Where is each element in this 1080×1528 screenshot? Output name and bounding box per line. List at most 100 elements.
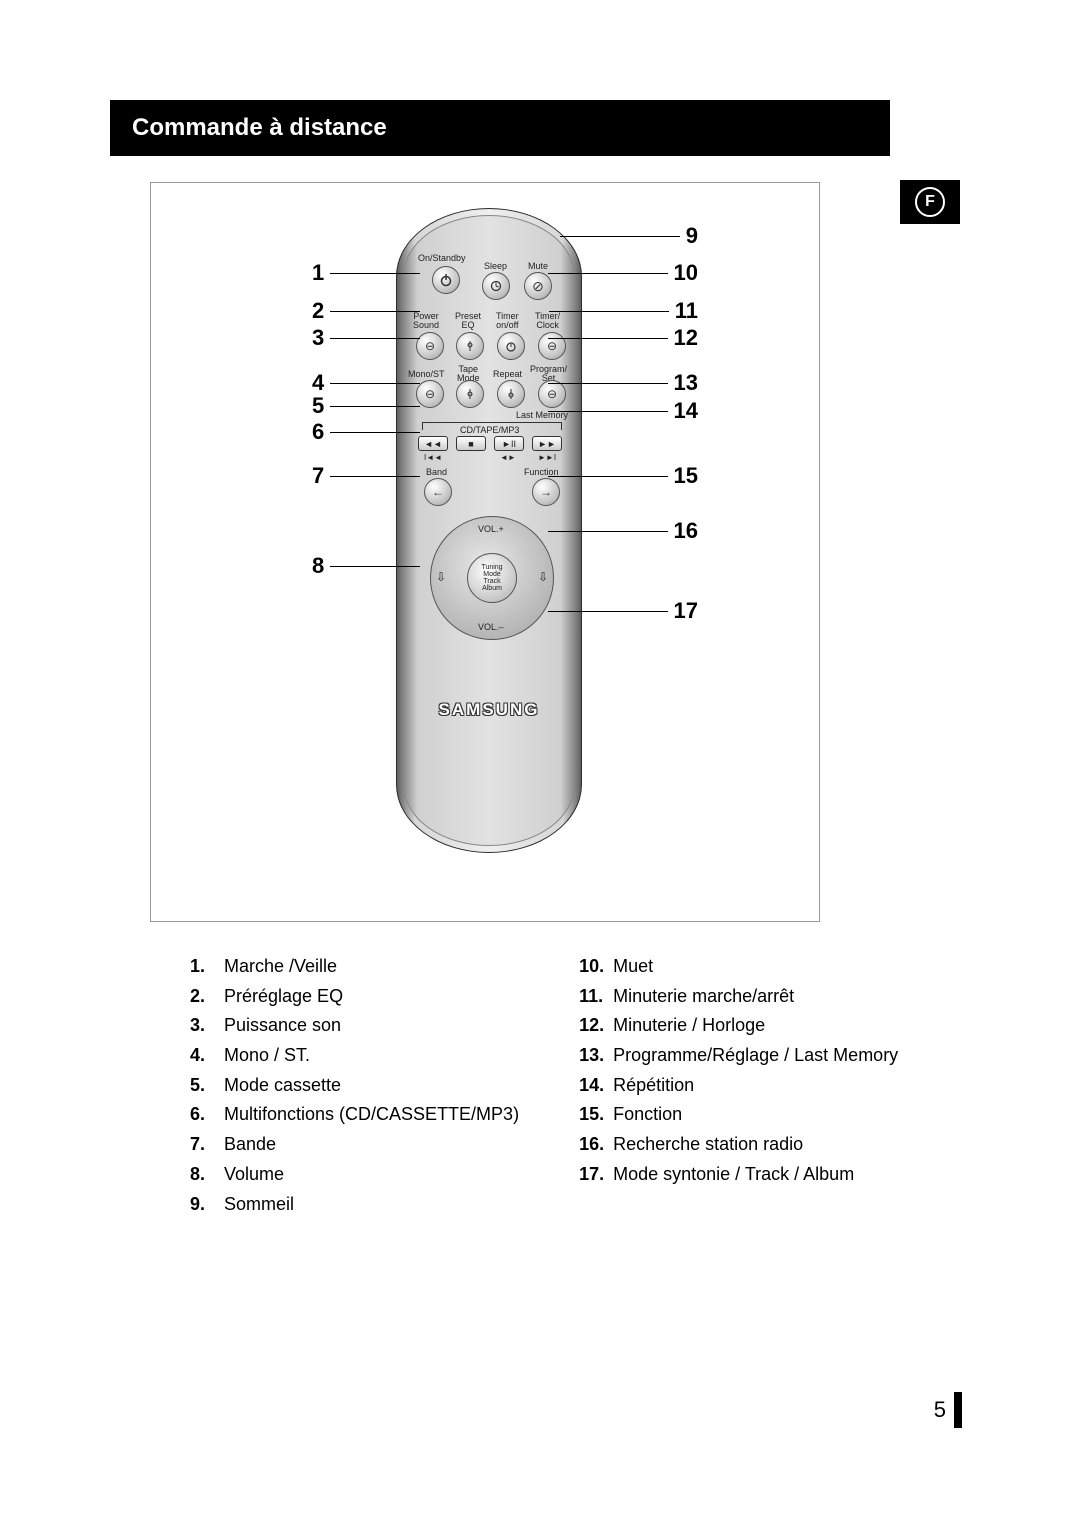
legend-item: 2.Préréglage EQ <box>190 982 519 1012</box>
dpad-center: Tuning Mode Track Album <box>467 553 517 603</box>
callout-right-13: 13 <box>548 370 704 396</box>
dpad: VOL.+ VOL.– ⇩ ⇩ Tuning Mode Track Album <box>430 516 554 640</box>
dpad-c4: Album <box>482 585 502 592</box>
legend-text: Volume <box>224 1164 284 1184</box>
mute-icon: ⊘ <box>532 278 544 295</box>
legend-item: 4.Mono / ST. <box>190 1041 519 1071</box>
callout-num: 13 <box>668 370 704 396</box>
callout-left-3: 3 <box>306 325 420 351</box>
legend-item: 17.Mode syntonie / Track / Album <box>579 1160 898 1190</box>
legend-text: Muet <box>613 956 653 976</box>
legend-num: 7. <box>190 1130 224 1160</box>
callout-num: 11 <box>669 298 704 324</box>
figure-box: On/Standby Sleep Mute ⊘ Power Sound ⊖ Pr… <box>150 182 820 922</box>
legend: 1.Marche /Veille2.Préréglage EQ3.Puissan… <box>190 952 970 1219</box>
legend-num: 6. <box>190 1100 224 1130</box>
legend-text: Minuterie / Horloge <box>613 1015 765 1035</box>
legend-text: Multifonctions (CD/CASSETTE/MP3) <box>224 1104 519 1124</box>
legend-item: 11.Minuterie marche/arrêt <box>579 982 898 1012</box>
callout-num: 8 <box>306 553 330 579</box>
callout-left-5: 5 <box>306 393 420 419</box>
btn-tape-mode <box>456 380 484 408</box>
callout-right-10: 10 <box>548 260 704 286</box>
btn-stop: ■ <box>456 436 486 451</box>
legend-item: 16.Recherche station radio <box>579 1130 898 1160</box>
callout-line <box>330 311 420 312</box>
legend-num: 4. <box>190 1041 224 1071</box>
callout-right-12: 12 <box>548 325 704 351</box>
label-mute: Mute <box>528 262 548 271</box>
label-repeat: Repeat <box>493 370 522 379</box>
label-timer-onoff: Timer on/off <box>496 312 519 330</box>
legend-num: 10. <box>579 952 613 982</box>
figure-area: On/Standby Sleep Mute ⊘ Power Sound ⊖ Pr… <box>150 182 890 932</box>
label-skipb: I◄◄ <box>424 454 442 462</box>
callout-line <box>330 338 420 339</box>
language-badge: F <box>900 180 960 224</box>
legend-num: 14. <box>579 1071 613 1101</box>
label-sleep: Sleep <box>484 262 507 271</box>
btn-rew: ◄◄ <box>418 436 448 451</box>
callout-line <box>548 273 668 274</box>
label-band: Band <box>426 468 447 477</box>
btn-band: ← <box>424 478 452 506</box>
btn-ff: ►► <box>532 436 562 451</box>
legend-num: 16. <box>579 1130 613 1160</box>
callout-num: 2 <box>306 298 330 324</box>
btn-repeat <box>497 380 525 408</box>
legend-item: 15.Fonction <box>579 1100 898 1130</box>
legend-item: 14.Répétition <box>579 1071 898 1101</box>
legend-text: Marche /Veille <box>224 956 337 976</box>
legend-num: 17. <box>579 1160 613 1190</box>
legend-text: Mode cassette <box>224 1075 341 1095</box>
label-lr: ◄► <box>500 454 516 462</box>
callout-line <box>330 566 420 567</box>
dpad-c1: Tuning <box>481 564 502 571</box>
callout-line <box>549 311 669 312</box>
label-on-standby: On/Standby <box>418 254 466 263</box>
label-preset-eq: Preset EQ <box>455 312 481 330</box>
callout-num: 6 <box>306 419 330 445</box>
legend-num: 12. <box>579 1011 613 1041</box>
legend-item: 7.Bande <box>190 1130 519 1160</box>
legend-text: Programme/Réglage / Last Memory <box>613 1045 898 1065</box>
legend-item: 5.Mode cassette <box>190 1071 519 1101</box>
page-number-value: 5 <box>934 1397 946 1423</box>
callout-line <box>330 432 420 433</box>
legend-text: Puissance son <box>224 1015 341 1035</box>
callout-line <box>330 273 420 274</box>
legend-num: 13. <box>579 1041 613 1071</box>
callout-left-7: 7 <box>306 463 420 489</box>
callout-line <box>548 476 668 477</box>
legend-text: Fonction <box>613 1104 682 1124</box>
callout-right-16: 16 <box>548 518 704 544</box>
legend-item: 10.Muet <box>579 952 898 982</box>
callout-right-9: 9 <box>560 223 704 249</box>
callout-line <box>548 338 668 339</box>
callout-line <box>330 476 420 477</box>
legend-num: 8. <box>190 1160 224 1190</box>
dpad-c3: Track <box>483 578 500 585</box>
callout-right-17: 17 <box>548 598 704 624</box>
legend-num: 2. <box>190 982 224 1012</box>
legend-text: Préréglage EQ <box>224 986 343 1006</box>
callout-num: 9 <box>680 223 704 249</box>
legend-text: Mono / ST. <box>224 1045 310 1065</box>
legend-item: 6.Multifonctions (CD/CASSETTE/MP3) <box>190 1100 519 1130</box>
callout-line <box>548 411 668 412</box>
btn-preset-eq <box>456 332 484 360</box>
manual-page: Commande à distance On/Standby Sleep Mut… <box>0 0 1080 1528</box>
btn-on-standby <box>432 266 460 294</box>
callout-num: 17 <box>668 598 704 624</box>
legend-item: 9.Sommeil <box>190 1190 519 1220</box>
label-skipf: ►►I <box>538 454 556 462</box>
callout-left-1: 1 <box>306 260 420 286</box>
callout-left-6: 6 <box>306 419 420 445</box>
btn-sleep <box>482 272 510 300</box>
legend-item: 3.Puissance son <box>190 1011 519 1041</box>
callout-left-8: 8 <box>306 553 420 579</box>
callout-num: 15 <box>668 463 704 489</box>
callout-num: 12 <box>668 325 704 351</box>
legend-item: 8.Volume <box>190 1160 519 1190</box>
legend-right: 10.Muet11.Minuterie marche/arrêt12.Minut… <box>579 952 898 1219</box>
